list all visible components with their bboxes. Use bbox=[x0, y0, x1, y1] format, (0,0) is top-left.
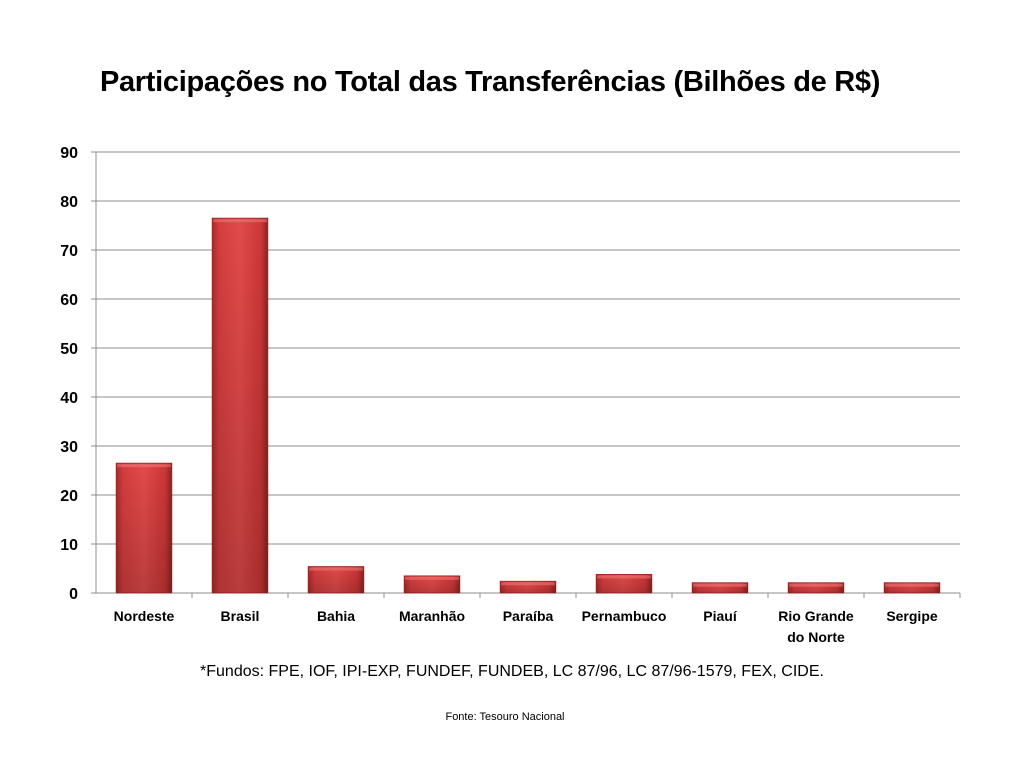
bar-6 bbox=[595, 573, 653, 594]
x-tick-label: Rio Grande bbox=[778, 608, 854, 624]
x-tick-label: do Norte bbox=[787, 629, 845, 645]
y-tick-label: 30 bbox=[60, 439, 78, 456]
bar-shade bbox=[404, 575, 460, 593]
bar-shade bbox=[596, 574, 652, 593]
bar-highlight bbox=[405, 576, 459, 580]
y-tick-label: 90 bbox=[60, 145, 78, 162]
bar-highlight bbox=[213, 219, 267, 223]
y-tick-label: 10 bbox=[60, 537, 78, 554]
y-tick-label: 50 bbox=[60, 341, 78, 358]
bar-highlight bbox=[693, 583, 747, 587]
x-tick-label: Sergipe bbox=[886, 608, 938, 624]
y-tick-label: 0 bbox=[69, 586, 78, 603]
x-tick-label: Bahia bbox=[317, 608, 355, 624]
bar-5 bbox=[499, 580, 557, 594]
y-tick-label: 60 bbox=[60, 292, 78, 309]
x-tick-label: Pernambuco bbox=[582, 608, 667, 624]
bar-shade bbox=[500, 581, 556, 593]
bar-highlight bbox=[501, 582, 555, 586]
bar-highlight bbox=[789, 583, 843, 587]
bar-shade bbox=[116, 463, 172, 593]
x-tick-label: Piauí bbox=[703, 608, 738, 624]
bar-7 bbox=[691, 582, 749, 594]
bars bbox=[115, 217, 941, 594]
bar-9 bbox=[883, 582, 941, 594]
footnote: *Fundos: FPE, IOF, IPI-EXP, FUNDEF, FUND… bbox=[200, 663, 824, 680]
bar-highlight bbox=[885, 583, 939, 587]
x-tick-label: Nordeste bbox=[114, 608, 175, 624]
bar-shade bbox=[308, 566, 364, 593]
x-tick-label: Paraíba bbox=[503, 608, 554, 624]
x-tick-label: Brasil bbox=[221, 608, 260, 624]
bar-1 bbox=[115, 462, 173, 594]
x-tick-label: Maranhão bbox=[399, 608, 465, 624]
bar-4 bbox=[403, 575, 461, 594]
bar-shade bbox=[692, 582, 748, 593]
source-note: Fonte: Tesouro Nacional bbox=[445, 711, 565, 723]
y-tick-label: 40 bbox=[60, 390, 78, 407]
axis-labels: 0 10 20 30 40 50 60 70 80 90 Nordeste Brasil Bahia Ma… bbox=[60, 145, 938, 645]
y-tick-label: 70 bbox=[60, 243, 78, 260]
y-tick-label: 20 bbox=[60, 488, 78, 505]
bar-2 bbox=[211, 217, 269, 594]
bar-highlight bbox=[597, 575, 651, 579]
y-tick-label: 80 bbox=[60, 194, 78, 211]
chart-title: Participações no Total das Transferência… bbox=[99, 66, 881, 98]
bar-shade bbox=[884, 582, 940, 593]
bar-shade bbox=[212, 218, 268, 593]
bar-3 bbox=[307, 566, 365, 594]
bar-8 bbox=[787, 582, 845, 594]
bar-shade bbox=[788, 582, 844, 593]
bar-highlight bbox=[117, 464, 171, 468]
bar-highlight bbox=[309, 567, 363, 571]
